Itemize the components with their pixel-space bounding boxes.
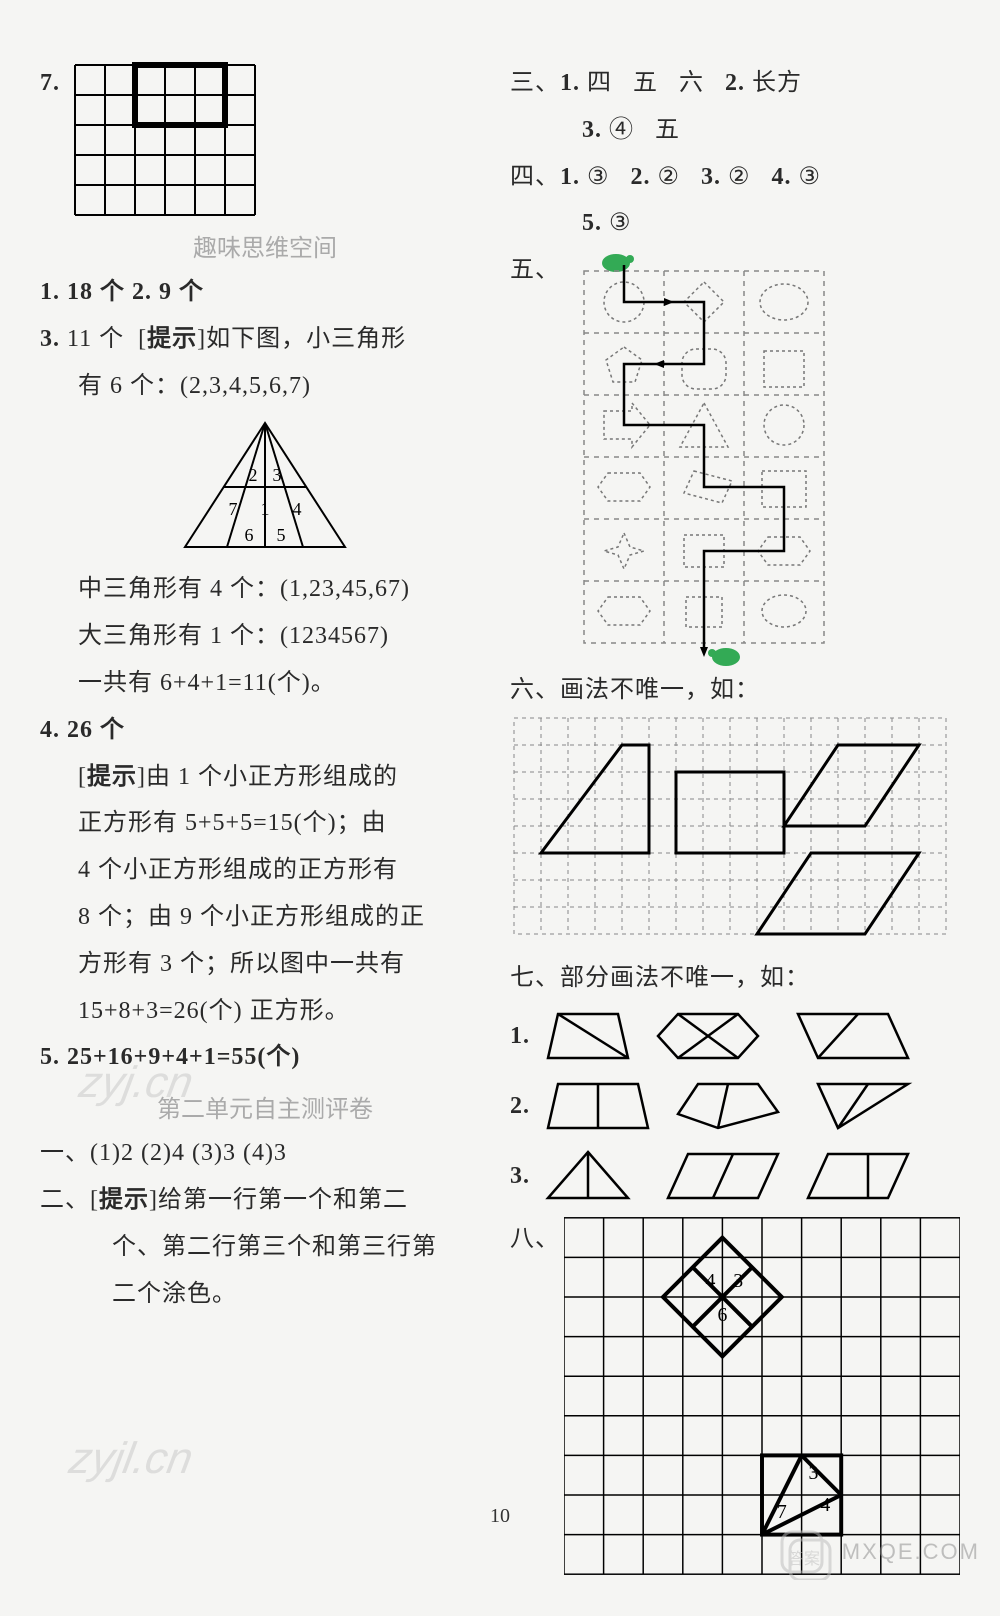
- s2-2b: 个、第二行第三个和第三行第: [40, 1224, 490, 1271]
- s6-label: 六、画法不唯一，如：: [510, 667, 960, 714]
- s4-1: 四、1. ③ 2. ② 3. ② 4. ③: [510, 154, 960, 201]
- a5: 5. 25+16+9+4+1=55(个): [40, 1034, 490, 1081]
- maze-figure: [564, 247, 844, 667]
- svg-text:6: 6: [717, 1304, 727, 1326]
- svg-text:2: 2: [249, 465, 258, 485]
- s2-2c: 二个涂色。: [40, 1271, 490, 1318]
- section-title-1: 趣味思维空间: [40, 228, 490, 263]
- svg-text:1: 1: [261, 499, 270, 519]
- a3-sum: 一共有 6+4+1=11(个)。: [40, 660, 490, 707]
- s7-row1-label: 1.: [510, 1013, 530, 1060]
- a3-mid: 中三角形有 4 个：(1,23,45,67): [40, 566, 490, 613]
- svg-text:6: 6: [245, 525, 254, 545]
- triangle-figure: 23 1 7 4 6 5: [175, 415, 355, 555]
- svg-text:3: 3: [733, 1270, 743, 1292]
- a4-head: 4. 26 个: [40, 707, 490, 754]
- ans-3-head: 3. 11 个 [提示]如下图，小三角形: [40, 316, 490, 363]
- q7-label: 7.: [40, 60, 60, 107]
- s7-row3-label: 3.: [510, 1153, 530, 1200]
- s3-1: 三、1. 四 五 六 2. 长方: [510, 60, 960, 107]
- a4-h6: 15+8+3=26(个) 正方形。: [40, 988, 490, 1035]
- svg-text:4: 4: [706, 1270, 716, 1292]
- s4-2: 5. ③: [510, 200, 960, 247]
- ans-1-2: 1. 18 个 2. 9 个: [40, 269, 490, 316]
- svg-text:4: 4: [293, 499, 302, 519]
- svg-text:5: 5: [277, 525, 286, 545]
- svg-text:7: 7: [229, 499, 238, 519]
- s7-row2: [538, 1072, 918, 1142]
- svg-text:答案: 答案: [788, 1550, 820, 1568]
- section-title-2: 第二单元自主测评卷: [40, 1089, 490, 1124]
- svg-text:3: 3: [273, 465, 282, 485]
- grid6-figure: [510, 714, 950, 944]
- svg-text:3: 3: [809, 1462, 819, 1484]
- s3-2: 3. ④ 五: [510, 107, 960, 154]
- s7-row1: [538, 1002, 918, 1072]
- s7-row2-label: 2.: [510, 1083, 530, 1130]
- a4-h1: [提示]由 1 个小正方形组成的: [40, 754, 490, 801]
- a4-h4: 8 个；由 9 个小正方形组成的正: [40, 894, 490, 941]
- a4-h2: 正方形有 5+5+5=15(个)；由: [40, 800, 490, 847]
- a3-big: 大三角形有 1 个：(1234567): [40, 613, 490, 660]
- site-logo: 答案 MXQE.COM: [776, 1524, 980, 1580]
- s8-label: 八、: [510, 1216, 560, 1263]
- s2-2a: 二、[提示]给第一行第一个和第二: [40, 1177, 490, 1224]
- right-column: 三、1. 四 五 六 2. 长方 3. ④ 五 四、1. ③ 2. ② 3. ②…: [510, 60, 960, 1576]
- left-column: 7. 趣味思维空间 1. 18 个 2. 9 个 3. 11 个 [提示]: [40, 60, 490, 1576]
- ans-3-line2: 有 6 个：(2,3,4,5,6,7): [40, 363, 490, 410]
- s7-row3: [538, 1142, 918, 1212]
- q7-grid: [70, 60, 260, 220]
- s2-1: 一、(1)2 (2)4 (3)3 (4)3: [40, 1130, 490, 1177]
- s5-label: 五、: [510, 247, 560, 294]
- s7-label: 七、部分画法不唯一，如：: [510, 955, 960, 1002]
- a4-h3: 4 个小正方形组成的正方形有: [40, 847, 490, 894]
- a4-h5: 方形有 3 个；所以图中一共有: [40, 941, 490, 988]
